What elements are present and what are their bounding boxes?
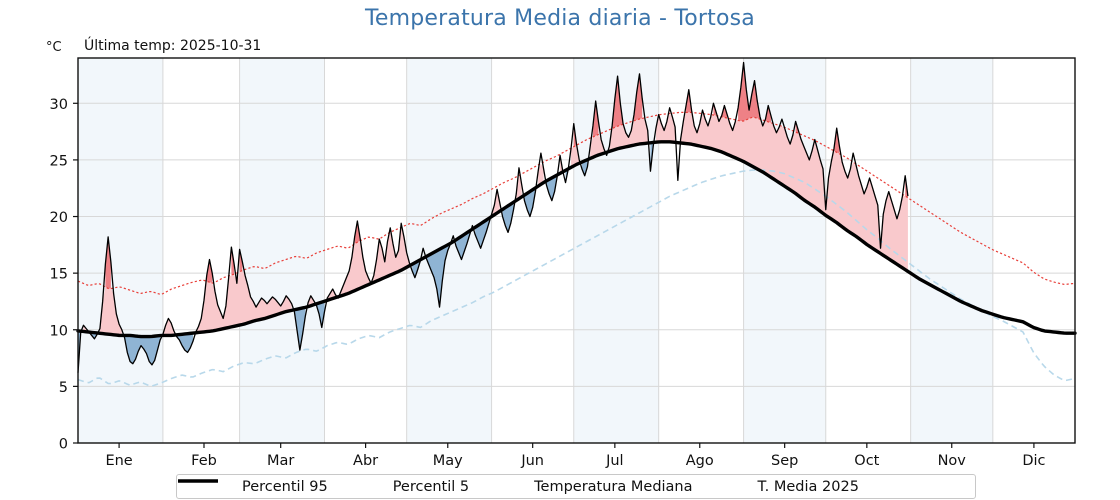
month-bands [78, 58, 1075, 443]
legend-label: T. Media 2025 [757, 478, 859, 495]
legend-swatch-icon [178, 479, 525, 493]
svg-text:30: 30 [50, 97, 68, 113]
svg-text:Feb: Feb [191, 453, 217, 469]
legend-label: Temperatura Mediana [534, 478, 693, 495]
svg-text:May: May [433, 453, 463, 469]
data-series [76, 61, 1077, 387]
page-title: Temperatura Media diaria - Tortosa [364, 6, 755, 31]
svg-text:10: 10 [50, 323, 68, 339]
legend-item-3[interactable]: Temperatura Mediana [178, 475, 693, 498]
legend-swatch-icon [178, 480, 384, 493]
chart-legend: Percentil 95 Percentil 5 Temperatura Media… [176, 474, 976, 499]
legend-swatch-icon [178, 480, 749, 493]
svg-text:Dic: Dic [1022, 453, 1045, 469]
y-axis-ticks: 0 5 10 15 20 25 30 [50, 97, 78, 453]
plot-frame [77, 57, 1076, 444]
svg-text:25: 25 [50, 153, 68, 169]
svg-text:0: 0 [59, 437, 68, 453]
svg-text:Oct: Oct [854, 453, 879, 469]
x-axis-ticks: Ene Feb Mar Abr May Jun Jul Ago Sep Oct Nov Dic [105, 443, 1046, 469]
svg-text:15: 15 [50, 267, 68, 283]
legend-item-2[interactable]: Percentil 5 [178, 475, 470, 498]
legend-item-1[interactable]: Percentil 95 [177, 475, 328, 498]
svg-text:Abr: Abr [353, 453, 378, 469]
svg-text:Ene: Ene [105, 453, 132, 469]
y-axis-unit-label: °C [46, 40, 62, 55]
svg-text:Jun: Jun [520, 453, 544, 469]
legend-label: Percentil 5 [392, 478, 470, 495]
svg-text:20: 20 [50, 210, 68, 226]
svg-text:Sep: Sep [771, 453, 798, 469]
svg-text:Jul: Jul [605, 453, 624, 469]
last-temp-label: Última temp: 2025-10-31 [84, 38, 262, 54]
svg-text:Nov: Nov [938, 453, 967, 469]
legend-item-4[interactable]: T. Media 2025 [178, 475, 859, 498]
svg-text:Ago: Ago [686, 453, 714, 469]
svg-text:Mar: Mar [267, 453, 294, 469]
svg-text:5: 5 [59, 380, 68, 396]
legend-label: Percentil 95 [242, 478, 328, 495]
